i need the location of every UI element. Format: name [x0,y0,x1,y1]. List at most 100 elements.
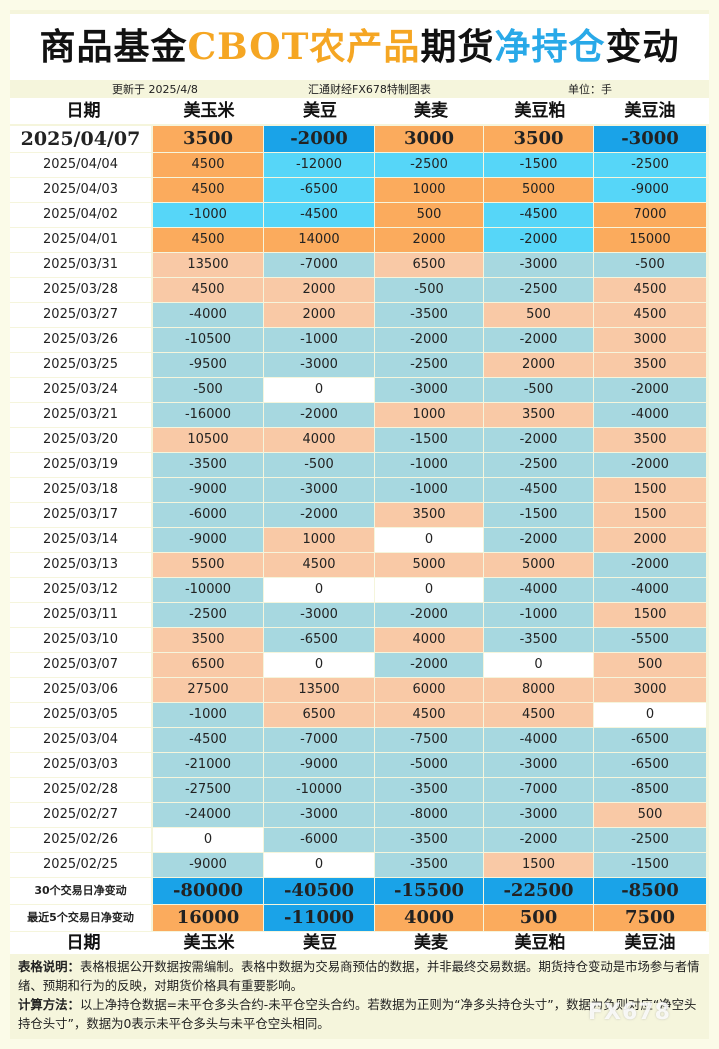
date-cell: 2025/04/02 [10,203,151,227]
value-cell-corn: -1000 [153,703,263,727]
date-cell: 2025/03/24 [10,378,151,402]
value-cell-soybean: -7000 [264,728,374,752]
table-row: 2025/02/26 0 -6000 -3500 -2000 -2500 [10,828,709,852]
value-cell-corn: 10500 [153,428,263,452]
value-cell-wheat: -3500 [375,778,483,802]
value-cell-soyoil: -2500 [594,828,706,852]
value-cell-soybean: 0 [264,853,374,877]
value-cell-wheat: -2500 [375,353,483,377]
table-row: 2025/04/04 4500 -12000 -2500 -1500 -2500 [10,153,709,177]
value-cell-wheat: -3500 [375,853,483,877]
note-description-text: 表格根据公开数据按需编制。表格中数据为交易商预估的数据，并非最终交易数据。期货持… [18,959,700,993]
value-cell-soyoil: -6500 [594,728,706,752]
value-cell-soybean: -2000 [264,126,374,152]
value-cell-soyoil: 1500 [594,478,706,502]
value-cell-soyoil: -9000 [594,178,706,202]
value-cell-soybean: 1000 [264,528,374,552]
value-cell-soybean: 14000 [264,228,374,252]
value-cell-corn: 13500 [153,253,263,277]
table-row: 2025/03/13 5500 4500 5000 5000 -2000 [10,553,709,577]
header-soymeal: 美豆粕 [514,101,566,121]
value-cell-wheat: -2000 [375,328,483,352]
value-cell-soyoil: -3000 [594,126,706,152]
value-cell-corn: 5500 [153,553,263,577]
footer-corn: 美玉米 [183,933,235,953]
date-cell: 2025/03/05 [10,703,151,727]
summary-row: 30个交易日净变动 -80000 -40500 -15500 -22500 -8500 [10,878,709,904]
table-row: 2025/03/25 -9500 -3000 -2500 2000 3500 [10,353,709,377]
value-cell-wheat: 1000 [375,178,483,202]
value-cell-soyoil: 500 [594,653,706,677]
value-cell-soymeal: 3500 [484,126,593,152]
header-corn: 美玉米 [183,101,235,121]
table-row: 2025/03/06 27500 13500 6000 8000 3000 [10,678,709,702]
value-cell-soybean: 0 [264,578,374,602]
footer-wheat: 美麦 [414,933,448,953]
value-cell-soybean: -2000 [264,503,374,527]
value-cell-corn: 4500 [153,278,263,302]
value-cell-soybean: -2000 [264,403,374,427]
table-row: 2025/02/25 -9000 0 -3500 1500 -1500 [10,853,709,877]
header-soybean: 美豆 [303,101,337,121]
value-cell-soymeal: -3000 [484,803,593,827]
value-cell-corn: -9000 [153,478,263,502]
value-cell-corn: -9000 [153,853,263,877]
value-cell-wheat: -5000 [375,753,483,777]
value-cell-wheat: 6500 [375,253,483,277]
value-cell-soybean: -6000 [264,828,374,852]
source-label: 汇通财经FX678特制图表 [308,83,431,96]
table-row: 2025/03/18 -9000 -3000 -1000 -4500 1500 [10,478,709,502]
table-row: 2025/03/14 -9000 1000 0 -2000 2000 [10,528,709,552]
value-cell-soybean: -3000 [264,803,374,827]
table-row: 2025/02/28 -27500 -10000 -3500 -7000 -8500 [10,778,709,802]
table-header: 日期 美玉米 美豆 美麦 美豆粕 美豆油 [10,98,709,124]
value-cell-soybean: 0 [264,378,374,402]
date-cell: 2025/03/13 [10,553,151,577]
table-row: 2025/03/10 3500 -6500 4000 -3500 -5500 [10,628,709,652]
table-row: 2025/04/03 4500 -6500 1000 5000 -9000 [10,178,709,202]
table-row: 2025/03/31 13500 -7000 6500 -3000 -500 [10,253,709,277]
table-row: 2025/03/26 -10500 -1000 -2000 -2000 3000 [10,328,709,352]
table-row: 2025/03/20 10500 4000 -1500 -2000 3500 [10,428,709,452]
value-cell-wheat: -2500 [375,153,483,177]
value-cell-corn: -27500 [153,778,263,802]
value-cell-wheat: 500 [375,203,483,227]
value-cell-corn: -500 [153,378,263,402]
value-cell-soybean: 13500 [264,678,374,702]
date-cell: 2025/03/12 [10,578,151,602]
value-cell-soymeal: -500 [484,378,593,402]
footer-soybean: 美豆 [303,933,337,953]
table-row: 2025/03/05 -1000 6500 4500 4500 0 [10,703,709,727]
value-cell-corn: -1000 [153,203,263,227]
title-part-commodity-fund: 商品基金 [39,26,188,68]
value-cell-wheat: 5000 [375,553,483,577]
value-cell-soyoil: -2000 [594,453,706,477]
value-cell-wheat: -1500 [375,428,483,452]
value-cell-soyoil: 2000 [594,528,706,552]
value-cell-soyoil: -2500 [594,153,706,177]
value-cell-wheat: -500 [375,278,483,302]
value-cell-corn: -4000 [153,303,263,327]
value-cell-soybean: -10000 [264,778,374,802]
date-cell: 2025/03/26 [10,328,151,352]
table-row: 2025/03/28 4500 2000 -500 -2500 4500 [10,278,709,302]
value-cell-soyoil: 3500 [594,353,706,377]
value-cell-corn: -10000 [153,578,263,602]
summary-label: 最近5个交易日净变动 [10,905,151,931]
value-cell-soymeal: 5000 [484,553,593,577]
date-cell: 2025/03/21 [10,403,151,427]
title-part-change: 变动 [605,26,680,68]
value-cell-corn: 27500 [153,678,263,702]
date-cell: 2025/03/11 [10,603,151,627]
value-cell-wheat: 4000 [375,628,483,652]
value-cell-soybean: 2000 [264,303,374,327]
table-row: 2025/03/27 -4000 2000 -3500 500 4500 [10,303,709,327]
value-cell-soymeal: -1000 [484,603,593,627]
value-cell-soybean: 0 [264,653,374,677]
value-cell-wheat: 3000 [375,126,483,152]
value-cell-soyoil: 4500 [594,303,706,327]
updated-date: 更新于 2025/4/8 [112,83,198,96]
value-cell-wheat: -3500 [375,828,483,852]
value-cell-soyoil: 3000 [594,678,706,702]
value-cell-soyoil: 3500 [594,428,706,452]
